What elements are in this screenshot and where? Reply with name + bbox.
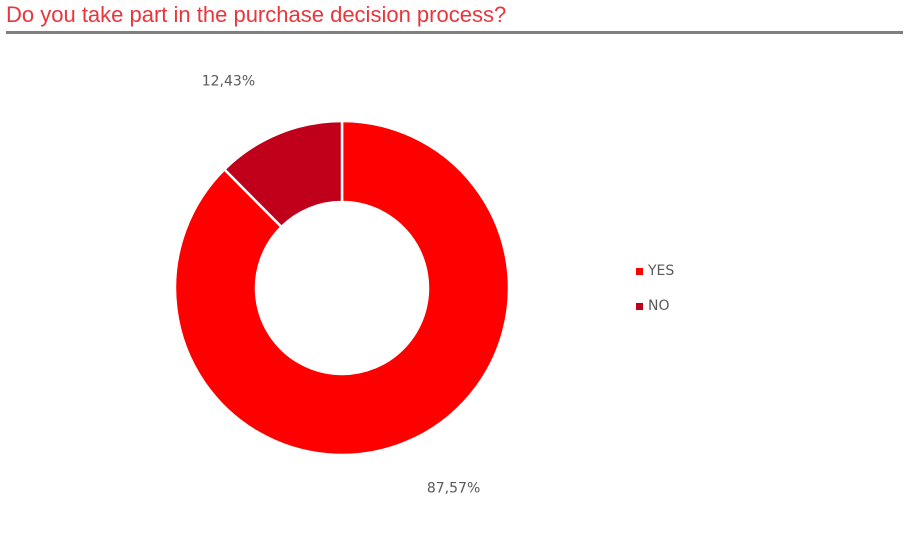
legend-item-yes: YES [636, 261, 674, 281]
chart-legend: YES NO [636, 261, 674, 331]
legend-label-yes: YES [648, 263, 675, 279]
legend-item-no: NO [636, 296, 674, 316]
donut-slice-no [222, 119, 344, 229]
data-label-yes: 87,57% [427, 480, 480, 496]
page-title: Do you take part in the purchase decisio… [6, 2, 507, 27]
legend-swatch-no [636, 302, 643, 310]
title-divider [6, 31, 903, 34]
legend-label-no: NO [648, 298, 670, 314]
data-label-no: 12,43% [202, 74, 255, 90]
legend-swatch-yes [636, 267, 643, 275]
